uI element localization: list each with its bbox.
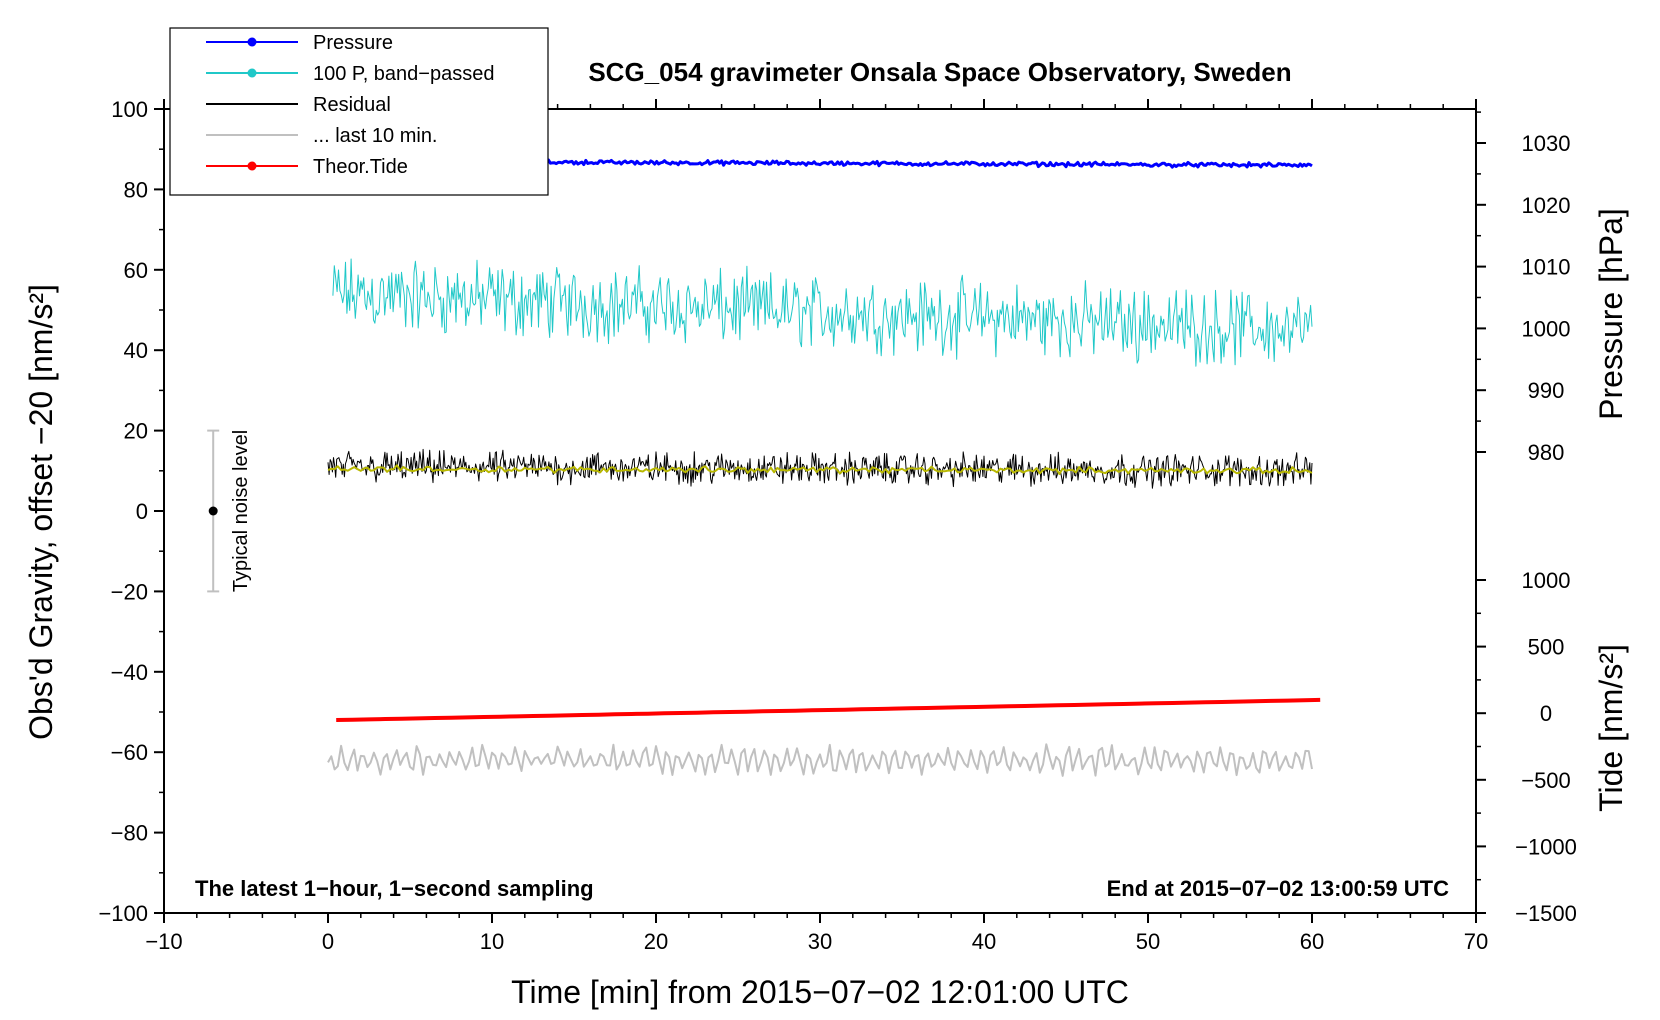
pressure-axis: 1030 1020 1010 1000 990 980	[1476, 111, 1571, 465]
legend: Pressure 100 P, band−passed Residual ... la…	[169, 27, 549, 196]
legend-label: ... last 10 min.	[313, 125, 438, 147]
y-tick-label: 80	[124, 177, 148, 202]
tide-tick-label: 500	[1528, 635, 1565, 660]
y-tick-label: −60	[111, 740, 148, 765]
legend-box	[169, 27, 549, 196]
series-residual	[327, 448, 1313, 489]
tide-tick-label: 0	[1540, 701, 1552, 726]
series-theor-tide	[336, 697, 1321, 722]
y-tick-label: −40	[111, 660, 148, 685]
x-tick-label: 0	[322, 929, 334, 954]
pressure-tick-label: 1030	[1522, 131, 1571, 156]
tide-tick-label: −500	[1521, 768, 1571, 793]
y-tick-label: 100	[111, 97, 148, 122]
y-axis-left: 100 80 60 40 20 0 −20 −40 −60 −80 −100	[98, 97, 164, 926]
x-tick-label: 60	[1300, 929, 1324, 954]
pressure-tick-label: 1000	[1522, 316, 1571, 341]
x-tick-label: 50	[1136, 929, 1160, 954]
legend-marker	[247, 37, 257, 47]
x-tick-label: 30	[808, 929, 832, 954]
chart-title: SCG_054 gravimeter Onsala Space Observat…	[588, 57, 1291, 87]
noise-label: Typical noise level	[230, 430, 252, 592]
y-tick-label: −100	[98, 901, 148, 926]
tide-axis-title: Tide [nm/s²]	[1593, 644, 1629, 812]
x-axis: −10 0 10 20 30 40 50 60 70	[145, 99, 1488, 954]
x-tick-label: −10	[145, 929, 182, 954]
pressure-tick-label: 980	[1528, 440, 1565, 465]
y-tick-label: 60	[124, 258, 148, 283]
x-tick-label: 40	[972, 929, 996, 954]
tide-axis: 1000 500 0 −500 −1000 −1500	[1476, 568, 1577, 926]
y-tick-label: 40	[124, 338, 148, 363]
tide-tick-label: −1500	[1515, 901, 1577, 926]
series-100-p-band-passed	[332, 258, 1313, 367]
pressure-tick-label: 1020	[1522, 193, 1571, 218]
pressure-axis-title: Pressure [hPa]	[1593, 208, 1629, 420]
x-tick-label: 10	[480, 929, 504, 954]
series-residual-smoothed	[327, 464, 1313, 475]
y-tick-label: 0	[136, 499, 148, 524]
series-layer	[327, 157, 1321, 777]
y-tick-label: −20	[111, 579, 148, 604]
end-time-note: End at 2015−07−02 13:00:59 UTC	[1107, 876, 1450, 901]
series-last-10-min	[327, 743, 1313, 777]
pressure-tick-label: 990	[1528, 378, 1565, 403]
noise-center-dot	[208, 506, 218, 516]
legend-label: Residual	[313, 94, 391, 116]
tide-tick-label: −1000	[1515, 834, 1577, 859]
legend-label: Pressure	[313, 32, 393, 54]
y-tick-label: 20	[124, 419, 148, 444]
pressure-tick-label: 1010	[1522, 255, 1571, 280]
noise-indicator: Typical noise level	[207, 429, 252, 593]
plot-frame	[163, 108, 1477, 914]
legend-label: 100 P, band−passed	[313, 63, 494, 85]
y-axis-left-title: Obs'd Gravity, offset −20 [nm/s²]	[23, 284, 59, 740]
legend-marker	[247, 68, 257, 78]
x-tick-label: 70	[1464, 929, 1488, 954]
x-tick-label: 20	[644, 929, 668, 954]
legend-label: Theor.Tide	[313, 156, 408, 178]
tide-tick-label: 1000	[1522, 568, 1571, 593]
sampling-note: The latest 1−hour, 1−second sampling	[195, 876, 594, 901]
y-tick-label: −80	[111, 821, 148, 846]
legend-marker	[247, 161, 257, 171]
x-axis-title: Time [min] from 2015−07−02 12:01:00 UTC	[511, 974, 1129, 1010]
